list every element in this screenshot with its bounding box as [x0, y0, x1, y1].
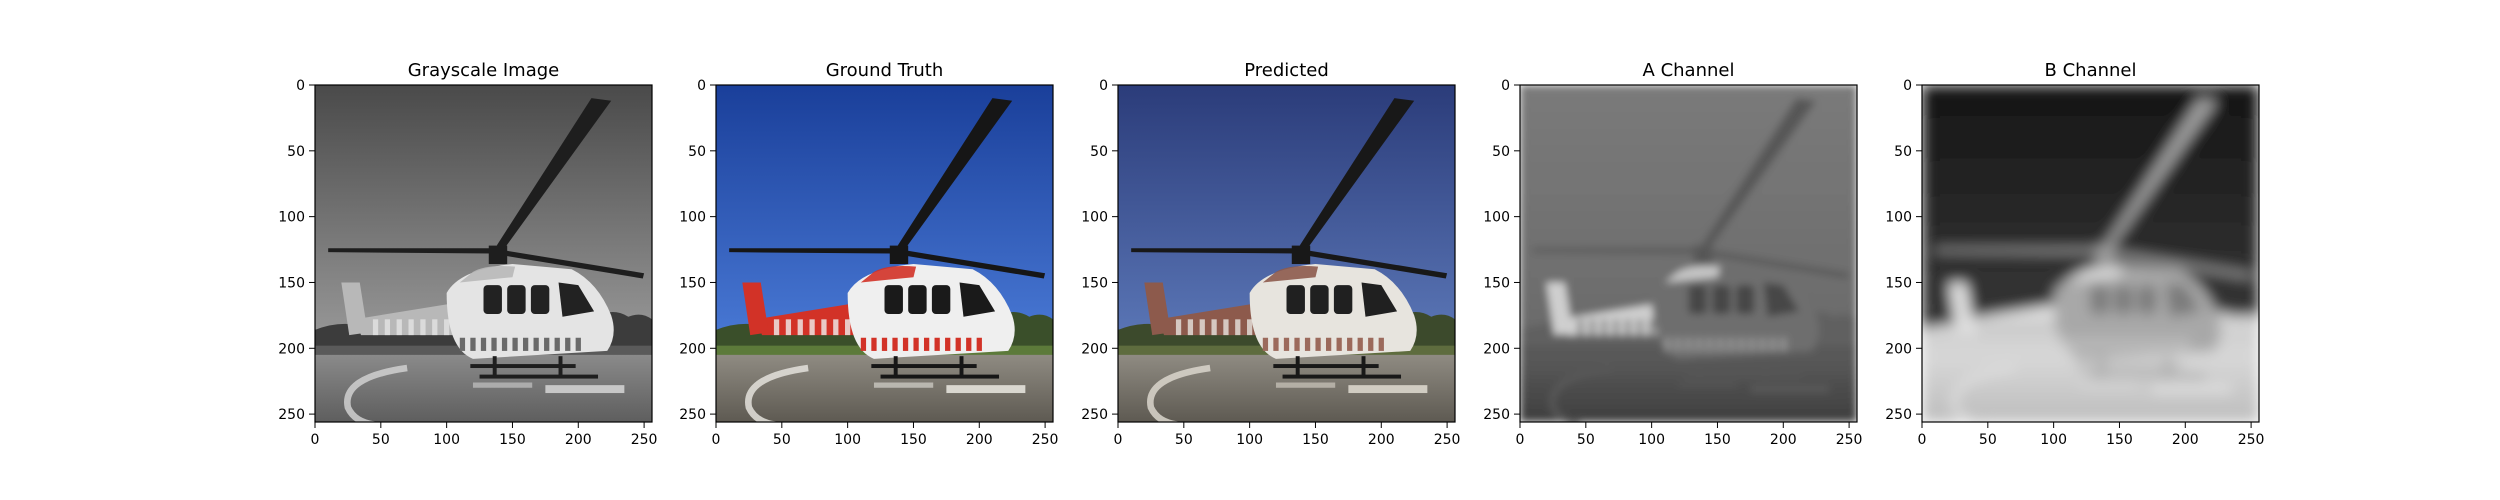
y-tick-label: 200	[1483, 341, 1510, 357]
helicopter-picture	[1922, 85, 2259, 422]
x-tick-label: 50	[773, 432, 791, 448]
panel-title: Predicted	[1244, 60, 1329, 81]
helicopter-picture	[1520, 85, 1857, 422]
helicopter-picture	[315, 85, 652, 422]
x-tick-label: 0	[1114, 432, 1123, 448]
y-tick-label: 0	[296, 78, 305, 94]
panel-title: Ground Truth	[826, 60, 944, 81]
panel-image	[1520, 85, 1857, 422]
x-tick-label: 100	[1638, 432, 1665, 448]
x-tick-label: 100	[834, 432, 861, 448]
y-tick-label: 200	[278, 341, 305, 357]
panel-b-channel: B Channel 0 50 100 150 200 250 0 50 100 150 200 250	[1885, 60, 2264, 448]
y-tick-label: 250	[278, 407, 305, 423]
x-tick-label: 250	[1032, 432, 1059, 448]
x-tick-label: 250	[2238, 432, 2265, 448]
y-tick-label: 150	[278, 275, 305, 291]
x-tick-label: 150	[1704, 432, 1731, 448]
x-tick-label: 50	[1175, 432, 1193, 448]
y-tick-label: 200	[1081, 341, 1108, 357]
x-tick-label: 200	[1368, 432, 1395, 448]
panel-color: Ground Truth 0 50 100 150 200 250 0 50 100 150 200 2…	[679, 60, 1058, 448]
x-tick-label: 200	[565, 432, 592, 448]
y-tick-label: 100	[1081, 210, 1108, 226]
panel-image	[716, 85, 1053, 422]
y-tick-label: 250	[1885, 407, 1912, 423]
x-tick-label: 0	[1516, 432, 1525, 448]
x-tick-label: 250	[1836, 432, 1863, 448]
x-tick-label: 200	[1770, 432, 1797, 448]
x-tick-label: 100	[1236, 432, 1263, 448]
panel-a-channel: A Channel 0 50 100 150 200 250 0 50 100 150 200 250	[1483, 60, 1862, 448]
y-tick-label: 50	[1894, 144, 1912, 160]
x-tick-label: 100	[2040, 432, 2067, 448]
y-tick-label: 150	[1885, 275, 1912, 291]
panel-frame	[1519, 84, 1858, 423]
y-tick-label: 0	[1099, 78, 1108, 94]
x-tick-label: 150	[900, 432, 927, 448]
y-tick-label: 250	[1081, 407, 1108, 423]
x-tick-label: 150	[1302, 432, 1329, 448]
y-tick-label: 50	[1492, 144, 1510, 160]
x-tick-label: 200	[2172, 432, 2199, 448]
y-tick-label: 100	[1483, 210, 1510, 226]
x-tick-label: 250	[631, 432, 658, 448]
y-tick-label: 200	[679, 341, 706, 357]
y-tick-label: 250	[679, 407, 706, 423]
panel-frame	[1117, 84, 1456, 423]
x-tick-label: 150	[2106, 432, 2133, 448]
y-tick-label: 150	[679, 275, 706, 291]
panel-image	[1922, 85, 2259, 422]
x-tick-label: 100	[433, 432, 460, 448]
panel-frame	[1921, 84, 2260, 423]
panel-image	[1118, 85, 1455, 422]
x-tick-label: 200	[966, 432, 993, 448]
x-tick-label: 250	[1434, 432, 1461, 448]
panel-title: B Channel	[2045, 60, 2137, 81]
x-tick-label: 150	[499, 432, 526, 448]
helicopter-picture	[1118, 85, 1455, 422]
y-tick-label: 50	[287, 144, 305, 160]
x-tick-label: 50	[1577, 432, 1595, 448]
y-tick-label: 0	[697, 78, 706, 94]
panel-title: Grayscale Image	[408, 60, 560, 81]
y-tick-label: 200	[1885, 341, 1912, 357]
panel-frame	[715, 84, 1054, 423]
y-tick-label: 250	[1483, 407, 1510, 423]
panel-image	[315, 85, 652, 422]
x-tick-label: 50	[1979, 432, 1997, 448]
helicopter-picture	[716, 85, 1053, 422]
panel-title: A Channel	[1643, 60, 1735, 81]
y-tick-label: 50	[688, 144, 706, 160]
y-tick-label: 150	[1081, 275, 1108, 291]
y-tick-label: 100	[679, 210, 706, 226]
panel-grayscale: Grayscale Image 0 50 100 150 200 250 0 50 100 150 2…	[278, 60, 657, 448]
y-tick-label: 50	[1090, 144, 1108, 160]
panel-predicted: Predicted 0 50 100 150 200 250 0 50 100 150 200 250	[1081, 60, 1460, 448]
y-tick-label: 150	[1483, 275, 1510, 291]
x-tick-label: 0	[1918, 432, 1927, 448]
x-tick-label: 50	[372, 432, 390, 448]
y-tick-label: 0	[1501, 78, 1510, 94]
y-tick-label: 100	[278, 210, 305, 226]
x-tick-label: 0	[712, 432, 721, 448]
y-tick-label: 100	[1885, 210, 1912, 226]
panel-frame	[314, 84, 653, 423]
x-tick-label: 0	[311, 432, 320, 448]
y-tick-label: 0	[1903, 78, 1912, 94]
panels-layer: Grayscale Image 0 50 100 150 200 250 0 50 100 150 2…	[278, 60, 2264, 448]
